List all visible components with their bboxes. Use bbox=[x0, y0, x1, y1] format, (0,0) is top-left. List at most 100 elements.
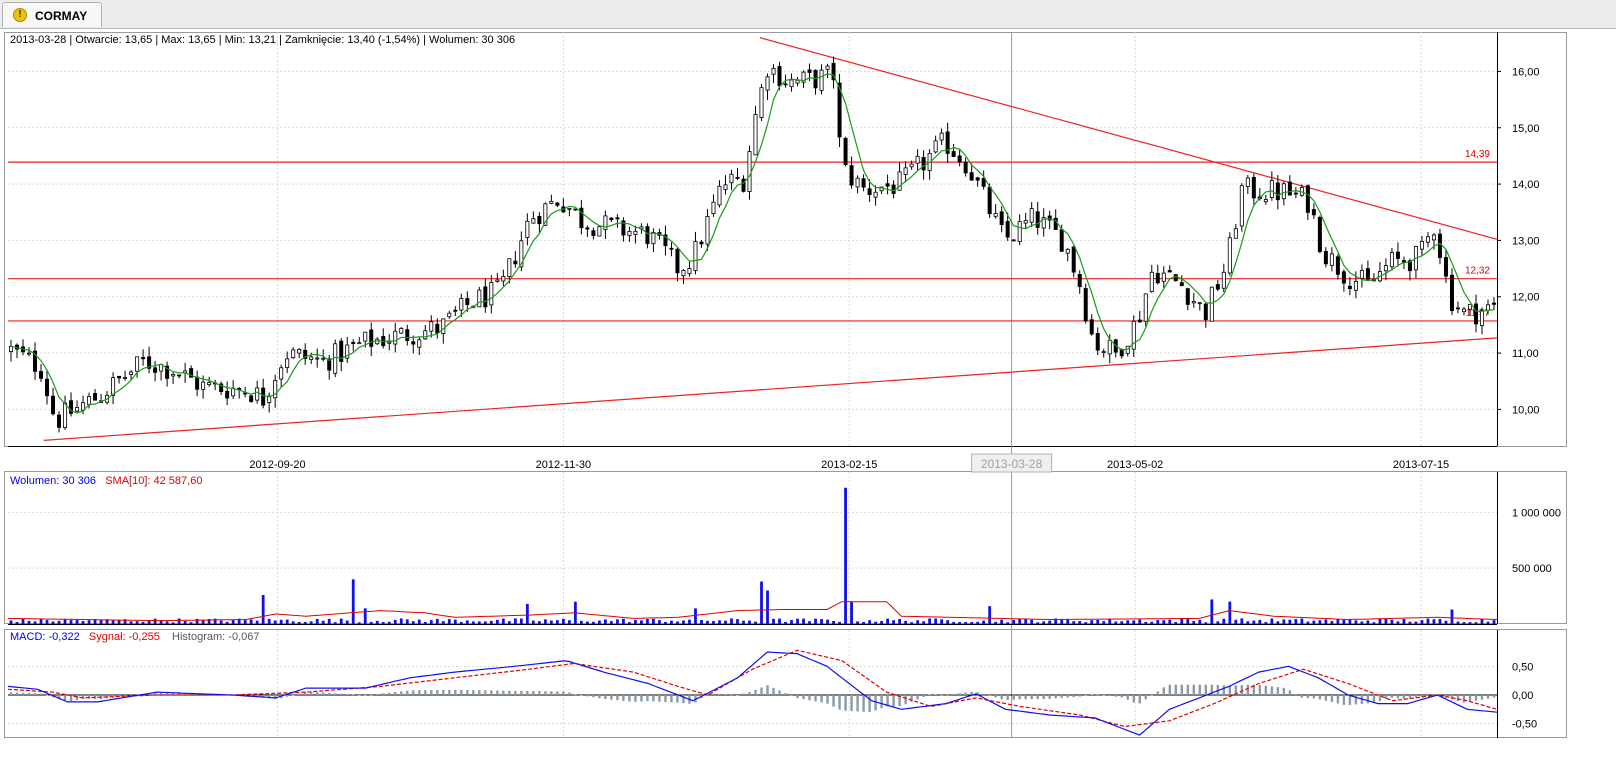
candle bbox=[867, 188, 872, 196]
macd-histogram-bar bbox=[1378, 695, 1382, 702]
volume-bar bbox=[1270, 618, 1274, 624]
candle bbox=[1173, 274, 1178, 282]
volume-bar bbox=[1048, 620, 1052, 624]
macd-histogram-bar bbox=[646, 695, 649, 702]
macd-histogram-bar bbox=[1054, 695, 1057, 699]
macd-histogram-bar bbox=[1414, 695, 1418, 698]
candle bbox=[795, 79, 800, 84]
macd-histogram-bar bbox=[297, 693, 301, 696]
volume-bar bbox=[447, 619, 451, 624]
y-tick-label: 0,50 bbox=[1512, 661, 1533, 673]
macd-histogram-bar bbox=[1372, 695, 1376, 703]
volume-bar bbox=[1150, 621, 1154, 624]
y-tick-label: 15,00 bbox=[1512, 123, 1540, 135]
macd-histogram-bar bbox=[1162, 687, 1165, 696]
candle bbox=[219, 383, 224, 393]
macd-histogram-bar bbox=[778, 690, 781, 696]
macd-histogram-bar bbox=[1228, 685, 1232, 696]
candle bbox=[423, 330, 428, 340]
volume-bar bbox=[213, 618, 217, 624]
macd-histogram-bar bbox=[1456, 695, 1460, 702]
volume-bar bbox=[1156, 620, 1160, 624]
macd-histogram-bar bbox=[21, 692, 25, 696]
volume-bar bbox=[670, 620, 673, 624]
candle bbox=[189, 368, 194, 378]
macd-histogram-bar bbox=[27, 692, 31, 696]
macd-histogram-bar bbox=[39, 693, 43, 696]
candle bbox=[141, 357, 146, 360]
candle bbox=[627, 230, 632, 236]
candle bbox=[279, 367, 284, 380]
candle bbox=[1191, 301, 1196, 304]
candle bbox=[1107, 339, 1112, 355]
volume-bar bbox=[375, 620, 379, 624]
candle bbox=[831, 62, 836, 81]
candle bbox=[255, 387, 260, 401]
macd-histogram-bar bbox=[1000, 695, 1003, 700]
macd-histogram-bar bbox=[340, 693, 343, 696]
macd-histogram-bar bbox=[412, 690, 415, 696]
volume-bar bbox=[39, 618, 43, 624]
macd-histogram-bar bbox=[1282, 687, 1286, 696]
candle bbox=[645, 226, 650, 244]
candle bbox=[1419, 240, 1424, 250]
volume-bar bbox=[760, 581, 763, 624]
macd-histogram-bar bbox=[261, 695, 265, 698]
volume-bar bbox=[303, 621, 307, 624]
volume-bar bbox=[459, 622, 463, 624]
tab-cormay[interactable]: ! CORMAY bbox=[2, 2, 102, 27]
volume-bar bbox=[1078, 621, 1082, 624]
macd-histogram-bar bbox=[874, 695, 877, 711]
volume-bar bbox=[1186, 619, 1190, 624]
volume-bar bbox=[369, 621, 373, 624]
volume-bar bbox=[904, 620, 908, 624]
y-tick-label: 1 000 000 bbox=[1512, 507, 1561, 519]
macd-histogram-bar bbox=[1264, 685, 1268, 696]
candle bbox=[1065, 248, 1070, 254]
macd-histogram-bar bbox=[592, 695, 595, 698]
volume-legend-sma: SMA[10]: 42 587,60 bbox=[105, 475, 203, 487]
macd-histogram-bar bbox=[87, 695, 91, 699]
macd-histogram-bar bbox=[664, 695, 667, 702]
macd-histogram-bar bbox=[171, 692, 175, 696]
volume-panel-frame bbox=[4, 471, 1567, 624]
macd-histogram-bar bbox=[1222, 685, 1226, 696]
macd-histogram-bar bbox=[15, 692, 19, 696]
macd-histogram-bar bbox=[748, 691, 751, 696]
volume-bar bbox=[1372, 622, 1376, 624]
macd-histogram-bar bbox=[1180, 684, 1183, 696]
candle bbox=[243, 392, 248, 395]
candle bbox=[1389, 252, 1394, 268]
volume-bar bbox=[9, 620, 13, 624]
volume-bar bbox=[1030, 619, 1034, 624]
candle bbox=[1185, 288, 1190, 305]
ohlc-readout: 2013-03-28 | Otwarcie: 13,65 | Max: 13,6… bbox=[10, 34, 516, 46]
candle bbox=[51, 395, 56, 415]
volume-bar bbox=[982, 620, 986, 624]
volume-bar bbox=[495, 619, 499, 624]
candle bbox=[69, 400, 74, 414]
volume-bar bbox=[820, 619, 823, 624]
candle bbox=[93, 393, 98, 401]
chart-area[interactable]: 2012-09-20 2012-11-30 2013-02-15 2013-05-02… bbox=[0, 28, 1616, 768]
macd-histogram-bar bbox=[454, 689, 457, 696]
volume-bar bbox=[736, 619, 739, 624]
volume-bar bbox=[45, 620, 49, 624]
macd-histogram-bar bbox=[796, 695, 799, 699]
candle bbox=[297, 348, 302, 354]
macd-signal-line bbox=[7, 649, 1498, 728]
candle bbox=[435, 323, 440, 334]
trend-line bbox=[759, 37, 1498, 240]
candle bbox=[1485, 304, 1490, 311]
macd-histogram-bar bbox=[484, 690, 487, 696]
candle bbox=[1443, 257, 1448, 277]
macd-histogram-bar bbox=[69, 695, 73, 702]
macd-histogram-bar bbox=[766, 685, 769, 696]
volume-bar bbox=[1408, 621, 1412, 624]
candle bbox=[555, 202, 560, 206]
volume-bar bbox=[874, 621, 877, 624]
macd-histogram-bar bbox=[1396, 695, 1400, 699]
macd-histogram-bar bbox=[628, 695, 631, 702]
volume-bar bbox=[141, 621, 145, 624]
volume-bar bbox=[1084, 622, 1088, 624]
